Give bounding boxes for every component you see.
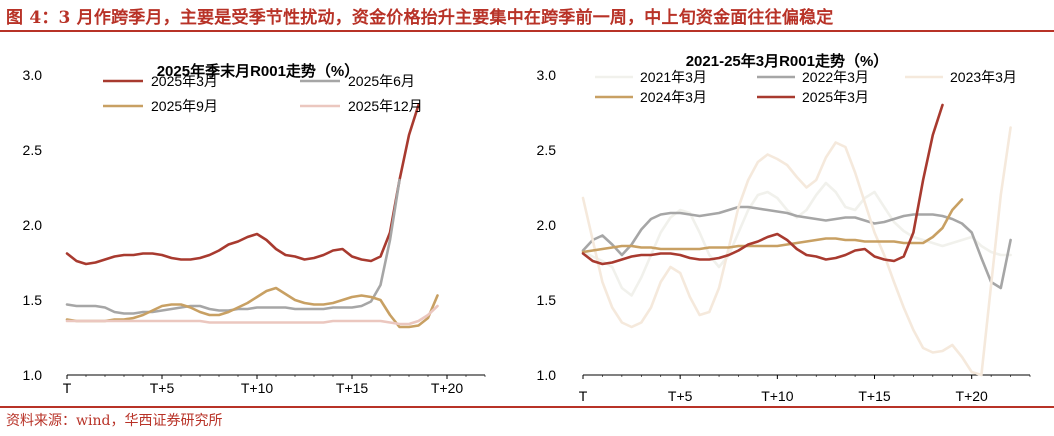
legend-label: 2025年6月 [348, 73, 415, 89]
chart-2025-quarter-end: T T+5 T+10 T+15 T+20 1.0 1.5 2.0 2.5 3.0 2025年季末月R… [23, 62, 486, 396]
x-tick-label: T+5 [150, 380, 175, 396]
series-line-20253 [65, 103, 420, 266]
y-tick-label: 1.0 [537, 367, 557, 383]
x-tick-label: T+15 [336, 380, 369, 396]
chart-title: 2025年季末月R001走势（%） [157, 62, 360, 80]
x-tick-label: T+10 [241, 380, 274, 396]
x-tick-label: T+15 [858, 388, 891, 404]
y-tick-label: 1.5 [23, 292, 43, 308]
x-tick-label: T [579, 388, 588, 404]
y-tick-label: 3.0 [23, 67, 43, 83]
series-line-20259 [65, 286, 439, 329]
y-tick-label: 2.5 [23, 142, 43, 158]
source-note: 资料来源：wind，华西证券研究所 [6, 413, 223, 429]
series-line-20253 [581, 103, 944, 266]
series-line-20213 [581, 181, 1012, 297]
legend-label: 2021年3月 [640, 69, 707, 85]
x-tick-label: T [63, 380, 72, 396]
y-tick-label: 2.0 [537, 217, 557, 233]
y-tick-label: 2.0 [23, 217, 43, 233]
chart-title: 2021-25年3月R001走势（%） [686, 52, 889, 70]
figure-title: 图 4：3 月作跨季月，主要是受季节性扰动，资金价格抬升主要集中在跨季前一周，中… [6, 8, 834, 28]
title-rule [0, 30, 1054, 32]
source-rule [0, 406, 1054, 408]
series-line-202512 [65, 304, 439, 326]
x-tick-label: T+10 [761, 388, 794, 404]
legend-label: 2025年3月 [151, 73, 218, 89]
legend-label: 2025年9月 [151, 98, 218, 114]
y-tick-label: 3.0 [537, 67, 557, 83]
legend-label: 2024年3月 [640, 89, 707, 105]
series-line-20243 [581, 198, 964, 254]
x-tick-label: T+5 [668, 388, 693, 404]
y-tick-label: 2.5 [537, 142, 557, 158]
chart-2021-2025-march: T T+5 T+10 T+15 T+20 1.0 1.5 2.0 2.5 3.0 2021-25年3… [537, 52, 1031, 404]
series-line-20223 [581, 205, 1012, 290]
legend-label: 2025年3月 [802, 89, 869, 105]
x-tick-label: T+20 [431, 380, 464, 396]
y-tick-label: 1.0 [23, 367, 43, 383]
y-tick-label: 1.5 [537, 292, 557, 308]
legend-label: 2025年12月 [348, 98, 423, 114]
legend-label: 2022年3月 [802, 69, 869, 85]
legend-label: 2023年3月 [950, 69, 1017, 85]
x-tick-label: T+20 [956, 388, 989, 404]
series-line-20233 [581, 126, 1012, 377]
